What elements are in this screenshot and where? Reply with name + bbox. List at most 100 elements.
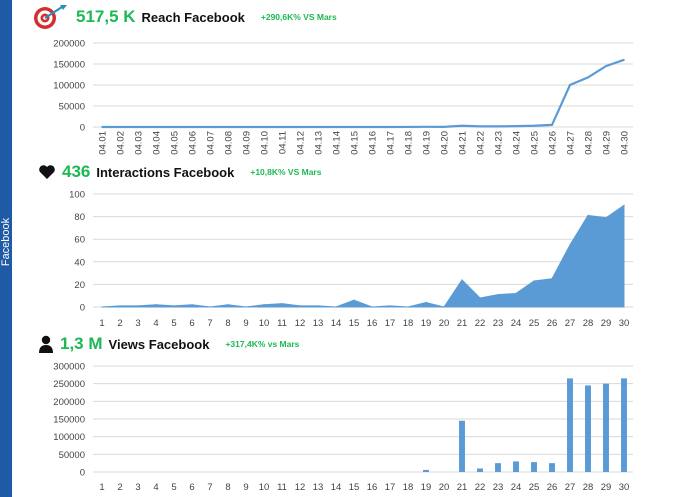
reach-data-point xyxy=(299,126,301,128)
x-tick-label: 04.12 xyxy=(296,131,307,155)
x-tick-label: 21 xyxy=(457,318,468,329)
interactions-data-point xyxy=(299,305,301,307)
x-tick-label: 04.25 xyxy=(530,131,541,155)
x-tick-label: 1 xyxy=(99,482,104,493)
x-tick-label: 5 xyxy=(171,318,176,329)
x-tick-label: 10 xyxy=(259,318,270,329)
x-tick-label: 23 xyxy=(493,318,504,329)
x-tick-label: 6 xyxy=(189,318,194,329)
x-tick-label: 24 xyxy=(511,482,522,493)
interactions-area xyxy=(101,204,625,308)
reach-data-point xyxy=(173,126,175,128)
x-tick-label: 2 xyxy=(117,318,122,329)
reach-data-point xyxy=(497,125,499,128)
y-tick-label: 150000 xyxy=(53,60,85,71)
reach-data-point xyxy=(551,124,553,126)
x-tick-label: 2 xyxy=(117,482,122,493)
x-tick-label: 26 xyxy=(547,482,558,493)
x-tick-label: 18 xyxy=(403,482,414,493)
reach-data-point xyxy=(371,126,373,128)
interactions-value: 436 xyxy=(62,162,91,181)
interactions-data-point xyxy=(137,305,139,307)
x-tick-label: 04.26 xyxy=(548,131,559,155)
reach-data-point xyxy=(461,124,463,127)
x-tick-label: 1 xyxy=(99,318,104,329)
x-tick-label: 24 xyxy=(511,318,522,329)
interactions-data-point xyxy=(389,305,391,307)
x-tick-label: 22 xyxy=(475,318,486,329)
x-tick-label: 04.03 xyxy=(134,131,145,155)
x-tick-label: 8 xyxy=(225,318,230,329)
reach-header: 517,5 K Reach Facebook +290,6K% VS Mars xyxy=(32,4,337,30)
x-tick-label: 27 xyxy=(565,482,576,493)
x-tick-label: 23 xyxy=(493,482,504,493)
interactions-data-point xyxy=(335,306,337,308)
x-tick-label: 16 xyxy=(367,482,378,493)
x-tick-label: 04.30 xyxy=(620,131,631,155)
reach-data-point xyxy=(587,76,589,79)
x-tick-label: 12 xyxy=(295,482,306,493)
x-tick-label: 04.18 xyxy=(404,131,415,155)
x-tick-label: 04.13 xyxy=(314,131,325,155)
reach-value: 517,5 K xyxy=(76,7,136,26)
x-tick-label: 04.23 xyxy=(494,131,505,155)
reach-data-point xyxy=(101,126,103,128)
x-tick-label: 3 xyxy=(135,482,140,493)
y-tick-label: 100000 xyxy=(53,432,85,443)
interactions-data-point xyxy=(551,278,553,280)
x-tick-label: 04.04 xyxy=(152,131,163,155)
x-tick-label: 04.27 xyxy=(566,131,577,155)
interactions-data-point xyxy=(119,305,121,307)
x-tick-label: 04.10 xyxy=(260,131,271,155)
interactions-data-point xyxy=(263,304,265,306)
x-tick-label: 04.07 xyxy=(206,131,217,155)
interactions-data-point xyxy=(461,279,463,281)
y-tick-label: 60 xyxy=(74,235,85,246)
x-tick-label: 04.17 xyxy=(386,131,397,155)
x-tick-label: 15 xyxy=(349,482,360,493)
interactions-data-point xyxy=(173,305,175,307)
x-tick-label: 04.22 xyxy=(476,131,487,155)
interactions-data-point xyxy=(245,306,247,308)
x-tick-label: 28 xyxy=(583,482,594,493)
reach-data-point xyxy=(317,126,319,128)
x-tick-label: 26 xyxy=(547,318,558,329)
y-tick-label: 100 xyxy=(69,190,85,201)
interactions-data-point xyxy=(191,304,193,306)
x-tick-label: 4 xyxy=(153,318,158,329)
y-tick-label: 250000 xyxy=(53,379,85,390)
x-tick-label: 18 xyxy=(403,318,414,329)
sidebar-strip: Facebook xyxy=(0,0,12,497)
interactions-data-point xyxy=(443,306,445,308)
x-tick-label: 04.01 xyxy=(98,131,109,155)
reach-data-point xyxy=(335,126,337,128)
reach-data-point xyxy=(425,125,427,128)
interactions-data-point xyxy=(353,299,355,301)
reach-data-point xyxy=(245,126,247,128)
y-tick-label: 100000 xyxy=(53,81,85,92)
interactions-data-point xyxy=(371,306,373,308)
y-tick-label: 0 xyxy=(80,468,85,479)
x-tick-label: 04.21 xyxy=(458,131,469,155)
reach-data-point xyxy=(209,126,211,128)
x-tick-label: 30 xyxy=(619,482,630,493)
y-tick-label: 300000 xyxy=(53,362,85,373)
y-tick-label: 50000 xyxy=(59,450,85,461)
x-tick-label: 29 xyxy=(601,482,612,493)
interactions-data-point xyxy=(155,304,157,306)
x-tick-label: 19 xyxy=(421,318,432,329)
x-tick-label: 04.24 xyxy=(512,131,523,155)
y-tick-label: 20 xyxy=(74,280,85,291)
x-tick-label: 5 xyxy=(171,482,176,493)
reach-delta: +290,6K% VS Mars xyxy=(260,12,337,22)
interactions-data-point xyxy=(569,244,571,246)
x-tick-label: 8 xyxy=(225,482,230,493)
reach-data-point xyxy=(227,126,229,128)
x-tick-label: 14 xyxy=(331,318,342,329)
x-tick-label: 20 xyxy=(439,482,450,493)
interactions-data-point xyxy=(587,214,589,217)
views-bar xyxy=(549,463,555,472)
y-tick-label: 200000 xyxy=(53,397,85,408)
x-tick-label: 11 xyxy=(277,318,287,329)
interactions-data-point xyxy=(281,303,283,305)
